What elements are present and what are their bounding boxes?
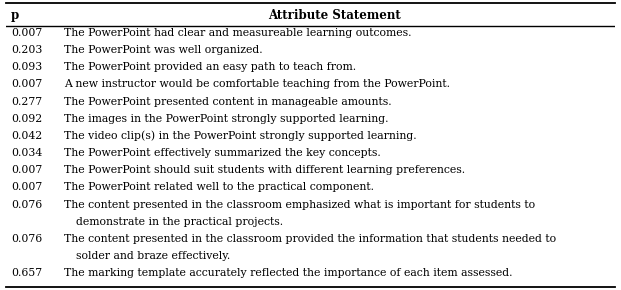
Text: The PowerPoint presented content in manageable amounts.: The PowerPoint presented content in mana… bbox=[64, 97, 392, 106]
Text: 0.277: 0.277 bbox=[11, 97, 42, 106]
Text: solder and braze effectively.: solder and braze effectively. bbox=[76, 251, 230, 261]
Text: The images in the PowerPoint strongly supported learning.: The images in the PowerPoint strongly su… bbox=[64, 114, 389, 124]
Text: The PowerPoint should suit students with different learning preferences.: The PowerPoint should suit students with… bbox=[64, 165, 465, 175]
Text: 0.657: 0.657 bbox=[11, 269, 42, 278]
Text: The video clip(s) in the PowerPoint strongly supported learning.: The video clip(s) in the PowerPoint stro… bbox=[64, 130, 417, 141]
Text: 0.092: 0.092 bbox=[11, 114, 42, 124]
Text: 0.007: 0.007 bbox=[11, 182, 42, 193]
Text: 0.076: 0.076 bbox=[11, 200, 42, 210]
Text: The PowerPoint had clear and measureable learning outcomes.: The PowerPoint had clear and measureable… bbox=[64, 28, 412, 38]
Text: The PowerPoint related well to the practical component.: The PowerPoint related well to the pract… bbox=[64, 182, 374, 193]
Text: 0.042: 0.042 bbox=[11, 131, 42, 141]
Text: A new instructor would be comfortable teaching from the PowerPoint.: A new instructor would be comfortable te… bbox=[64, 79, 450, 89]
Text: The marking template accurately reflected the importance of each item assessed.: The marking template accurately reflecte… bbox=[64, 269, 512, 278]
Text: The content presented in the classroom provided the information that students ne: The content presented in the classroom p… bbox=[64, 234, 556, 244]
Text: p: p bbox=[11, 9, 19, 22]
Text: demonstrate in the practical projects.: demonstrate in the practical projects. bbox=[76, 217, 283, 227]
Text: 0.007: 0.007 bbox=[11, 165, 42, 175]
Text: The PowerPoint provided an easy path to teach from.: The PowerPoint provided an easy path to … bbox=[64, 62, 356, 72]
Text: The PowerPoint was well organized.: The PowerPoint was well organized. bbox=[64, 45, 263, 55]
Text: 0.203: 0.203 bbox=[11, 45, 42, 55]
Text: 0.007: 0.007 bbox=[11, 28, 42, 38]
Text: 0.007: 0.007 bbox=[11, 79, 42, 89]
Text: 0.093: 0.093 bbox=[11, 62, 42, 72]
Text: 0.034: 0.034 bbox=[11, 148, 42, 158]
Text: The PowerPoint effectively summarized the key concepts.: The PowerPoint effectively summarized th… bbox=[64, 148, 381, 158]
Text: Attribute Statement: Attribute Statement bbox=[268, 9, 401, 22]
Text: The content presented in the classroom emphasized what is important for students: The content presented in the classroom e… bbox=[64, 200, 535, 210]
Text: 0.076: 0.076 bbox=[11, 234, 42, 244]
